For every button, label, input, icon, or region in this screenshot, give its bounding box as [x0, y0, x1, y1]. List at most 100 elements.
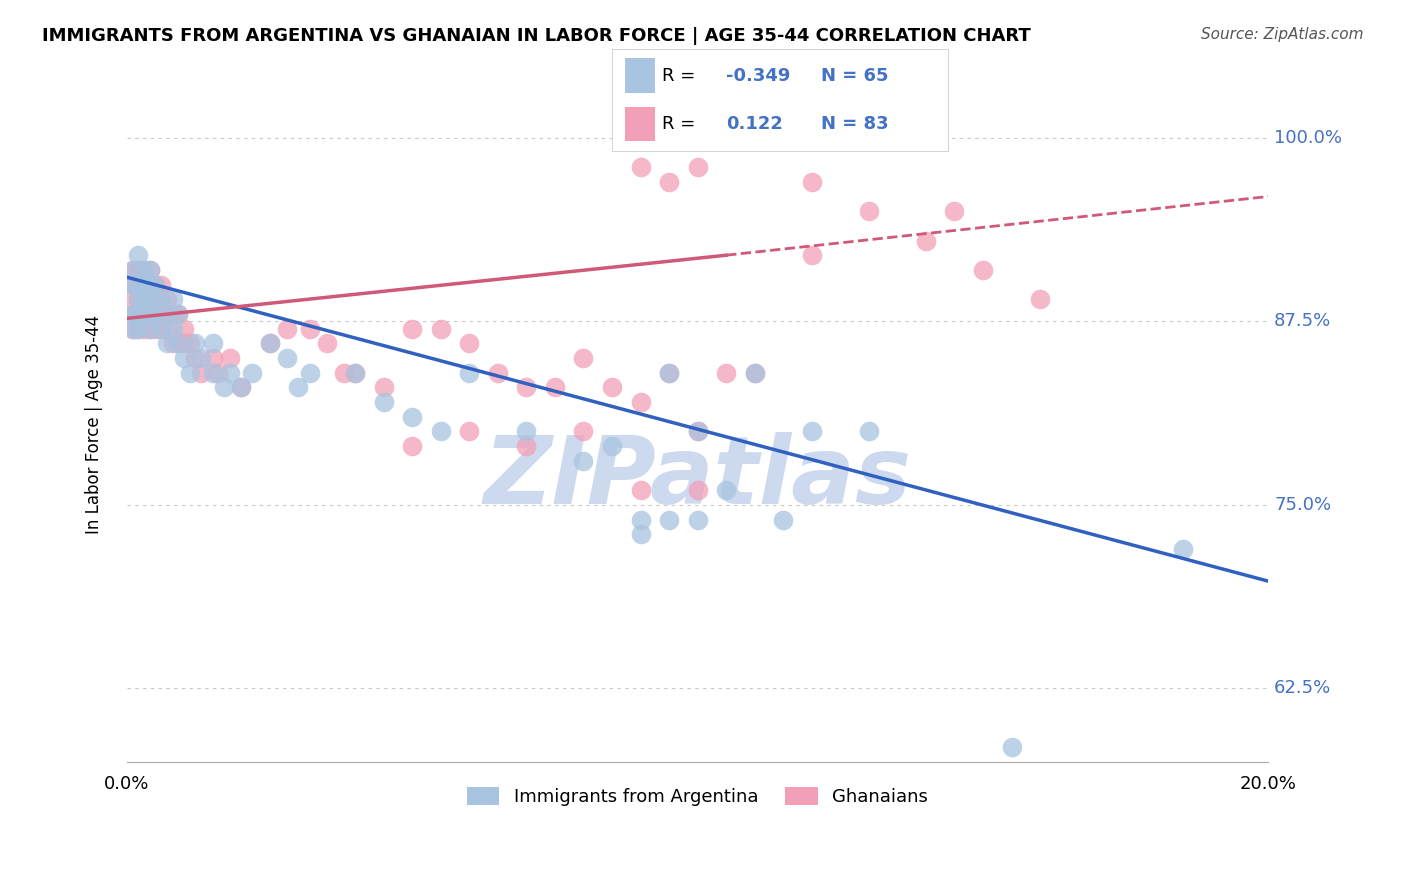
Point — [162, 321, 184, 335]
Point — [344, 366, 367, 380]
Point — [145, 277, 167, 292]
Bar — [626, 58, 655, 93]
Point — [201, 336, 224, 351]
Point — [139, 321, 162, 335]
Point — [600, 380, 623, 394]
Point — [145, 292, 167, 306]
Point — [858, 204, 880, 219]
Point — [298, 321, 321, 335]
Point — [132, 292, 155, 306]
Y-axis label: In Labor Force | Age 35-44: In Labor Force | Age 35-44 — [86, 315, 103, 533]
Point — [686, 425, 709, 439]
Point — [201, 366, 224, 380]
Point — [139, 263, 162, 277]
Point — [686, 512, 709, 526]
Text: 20.0%: 20.0% — [1240, 775, 1296, 793]
Text: 62.5%: 62.5% — [1274, 680, 1331, 698]
Point — [298, 366, 321, 380]
Point — [173, 351, 195, 365]
Point — [744, 366, 766, 380]
Point — [162, 292, 184, 306]
Point — [544, 380, 567, 394]
Point — [139, 277, 162, 292]
Point — [121, 321, 143, 335]
Point — [458, 425, 481, 439]
Text: N = 83: N = 83 — [821, 115, 889, 133]
Point — [179, 366, 201, 380]
Point — [600, 439, 623, 453]
Point — [686, 160, 709, 174]
Point — [127, 292, 149, 306]
Point — [150, 307, 173, 321]
Point — [139, 321, 162, 335]
Point — [145, 277, 167, 292]
Point — [714, 130, 737, 145]
Point — [179, 336, 201, 351]
Point — [145, 321, 167, 335]
Point — [156, 307, 179, 321]
Point — [800, 175, 823, 189]
Point — [156, 336, 179, 351]
Point — [242, 366, 264, 380]
Point — [686, 425, 709, 439]
Point — [686, 483, 709, 497]
Point — [127, 307, 149, 321]
Point — [630, 395, 652, 409]
Point — [190, 351, 212, 365]
Text: N = 65: N = 65 — [821, 67, 889, 85]
Point — [132, 292, 155, 306]
Point — [858, 425, 880, 439]
Text: R =: R = — [662, 115, 702, 133]
Point — [212, 380, 235, 394]
Point — [150, 292, 173, 306]
Point — [229, 380, 252, 394]
Point — [259, 336, 281, 351]
Point — [430, 425, 453, 439]
Point — [173, 336, 195, 351]
Point — [401, 439, 423, 453]
Point — [190, 366, 212, 380]
Text: 75.0%: 75.0% — [1274, 496, 1331, 514]
Point — [572, 351, 595, 365]
Point — [630, 527, 652, 541]
Point — [173, 321, 195, 335]
Point — [630, 160, 652, 174]
Point — [515, 439, 537, 453]
Point — [276, 351, 298, 365]
Point — [127, 321, 149, 335]
Point — [121, 263, 143, 277]
Point — [800, 425, 823, 439]
FancyBboxPatch shape — [612, 49, 949, 152]
Legend: Immigrants from Argentina, Ghanaians: Immigrants from Argentina, Ghanaians — [460, 780, 935, 814]
Point — [156, 321, 179, 335]
Point — [658, 512, 681, 526]
Point — [515, 425, 537, 439]
Text: R =: R = — [662, 67, 702, 85]
Point — [401, 409, 423, 424]
Point — [127, 277, 149, 292]
Point — [132, 263, 155, 277]
Point — [139, 263, 162, 277]
Point — [139, 307, 162, 321]
Bar — [626, 106, 655, 141]
Point — [127, 321, 149, 335]
Point — [150, 321, 173, 335]
Text: -0.349: -0.349 — [727, 67, 790, 85]
Point — [121, 277, 143, 292]
Point — [630, 483, 652, 497]
Point — [658, 175, 681, 189]
Point — [714, 483, 737, 497]
Point — [127, 307, 149, 321]
Text: Source: ZipAtlas.com: Source: ZipAtlas.com — [1201, 27, 1364, 42]
Point — [127, 263, 149, 277]
Point — [162, 336, 184, 351]
Point — [132, 321, 155, 335]
Point — [1029, 292, 1052, 306]
Point — [184, 336, 207, 351]
Point — [915, 234, 938, 248]
Text: IMMIGRANTS FROM ARGENTINA VS GHANAIAN IN LABOR FORCE | AGE 35-44 CORRELATION CHA: IMMIGRANTS FROM ARGENTINA VS GHANAIAN IN… — [42, 27, 1031, 45]
Point — [207, 366, 229, 380]
Point — [145, 307, 167, 321]
Text: ZIPatlas: ZIPatlas — [484, 432, 911, 524]
Point — [658, 366, 681, 380]
